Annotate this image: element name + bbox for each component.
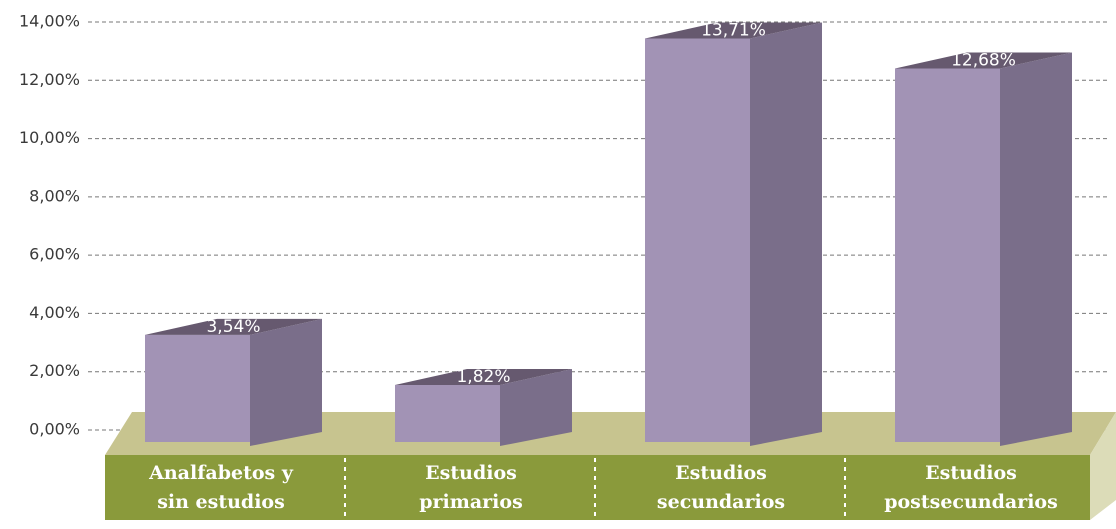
bar [645,22,822,447]
bar [895,52,1072,447]
x-tick-label: Estudios [675,462,767,484]
bar-top [145,318,322,335]
bar-side [250,318,322,446]
y-tick-label: 0,00% [29,420,80,439]
x-tick-label: primarios [419,491,523,513]
bar-top [645,22,822,39]
y-tick-label: 2,00% [29,361,80,380]
y-tick-label: 14,00% [19,12,80,31]
x-tick-label: Analfabetos y [148,462,294,484]
floor-side [1090,412,1116,520]
bar-side [750,22,822,447]
bar-front [395,384,500,442]
value-label: 13,71% [701,20,766,40]
bar-front [645,38,750,443]
dividers [344,458,846,520]
x-tick-label: postsecundarios [884,491,1058,513]
x-tick-label: secundarios [657,491,785,513]
y-tick-label: 12,00% [19,70,80,89]
bar-front [895,68,1000,443]
value-label: 12,68% [951,50,1016,70]
bar-side [500,368,572,446]
x-tick-label: sin estudios [157,491,285,513]
bar-top [395,368,572,385]
value-label: 3,54% [206,317,260,337]
value-label: 1,82% [456,367,510,387]
bar-side [1000,52,1072,447]
y-tick-label: 4,00% [29,303,80,322]
bar [395,368,572,446]
floor-top [105,412,1116,455]
floor-front [105,455,1090,520]
bar-front [145,334,250,442]
bar-top [895,52,1072,69]
y-tick-label: 6,00% [29,245,80,264]
y-tick-label: 8,00% [29,186,80,205]
x-tick-label: Estudios [425,462,517,484]
bar [145,318,322,446]
x-tick-label: Estudios [925,462,1017,484]
y-tick-label: 10,00% [19,128,80,147]
